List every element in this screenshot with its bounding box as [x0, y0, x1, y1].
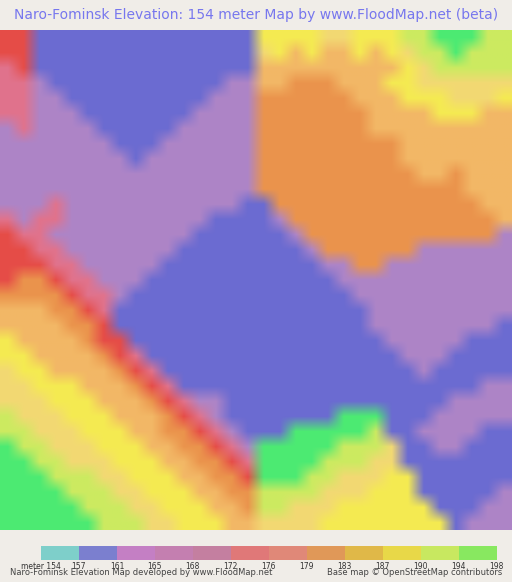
Bar — [345, 545, 383, 560]
Bar — [307, 545, 345, 560]
Text: Naro-Fominsk Elevation: 154 meter Map by www.FloodMap.net (beta): Naro-Fominsk Elevation: 154 meter Map by… — [14, 8, 498, 22]
Bar — [193, 545, 231, 560]
Text: 194: 194 — [452, 562, 466, 572]
Text: Base map © OpenStreetMap contributors: Base map © OpenStreetMap contributors — [327, 568, 502, 577]
Text: 157: 157 — [72, 562, 86, 572]
Text: meter 154: meter 154 — [21, 562, 61, 572]
Text: 168: 168 — [186, 562, 200, 572]
Bar — [41, 545, 79, 560]
Bar — [79, 545, 117, 560]
Text: 161: 161 — [110, 562, 124, 572]
Bar — [231, 545, 269, 560]
Bar — [421, 545, 459, 560]
Bar — [383, 545, 421, 560]
Bar — [117, 545, 155, 560]
Bar — [269, 545, 307, 560]
Text: 176: 176 — [262, 562, 276, 572]
Text: 187: 187 — [375, 562, 390, 572]
Bar — [459, 545, 497, 560]
Text: 165: 165 — [147, 562, 162, 572]
Text: 183: 183 — [337, 562, 352, 572]
Text: 198: 198 — [489, 562, 504, 572]
Bar — [155, 545, 193, 560]
Text: Naro-Fominsk Elevation Map developed by www.FloodMap.net: Naro-Fominsk Elevation Map developed by … — [10, 568, 272, 577]
Text: 179: 179 — [300, 562, 314, 572]
Text: 190: 190 — [414, 562, 428, 572]
Text: 172: 172 — [224, 562, 238, 572]
